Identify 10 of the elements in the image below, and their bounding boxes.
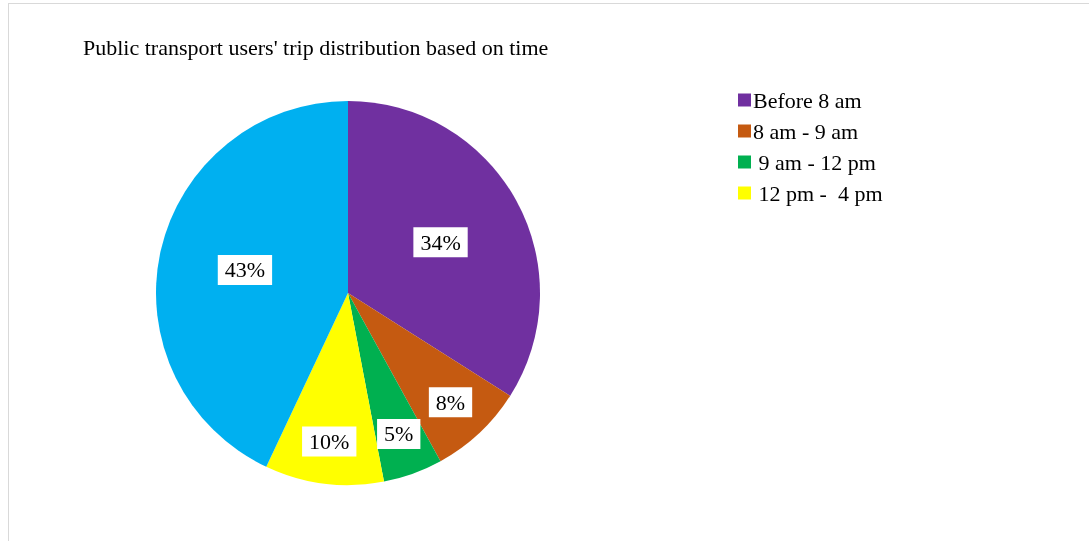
data-label: 5%: [384, 421, 414, 447]
data-label: 8%: [435, 389, 466, 415]
legend-label: 9 am - 12 pm: [753, 149, 876, 175]
data-label: 43%: [224, 257, 266, 283]
data-label: 34%: [420, 229, 461, 255]
data-label: 10%: [309, 429, 350, 455]
legend-label: 8 am - 9 am: [753, 118, 859, 144]
legend-label: 12 pm - 4 pm: [753, 180, 883, 206]
chart-title: Public transport users' trip distribution based on time: [83, 34, 549, 60]
legend-label: Before 8 am: [753, 87, 862, 113]
